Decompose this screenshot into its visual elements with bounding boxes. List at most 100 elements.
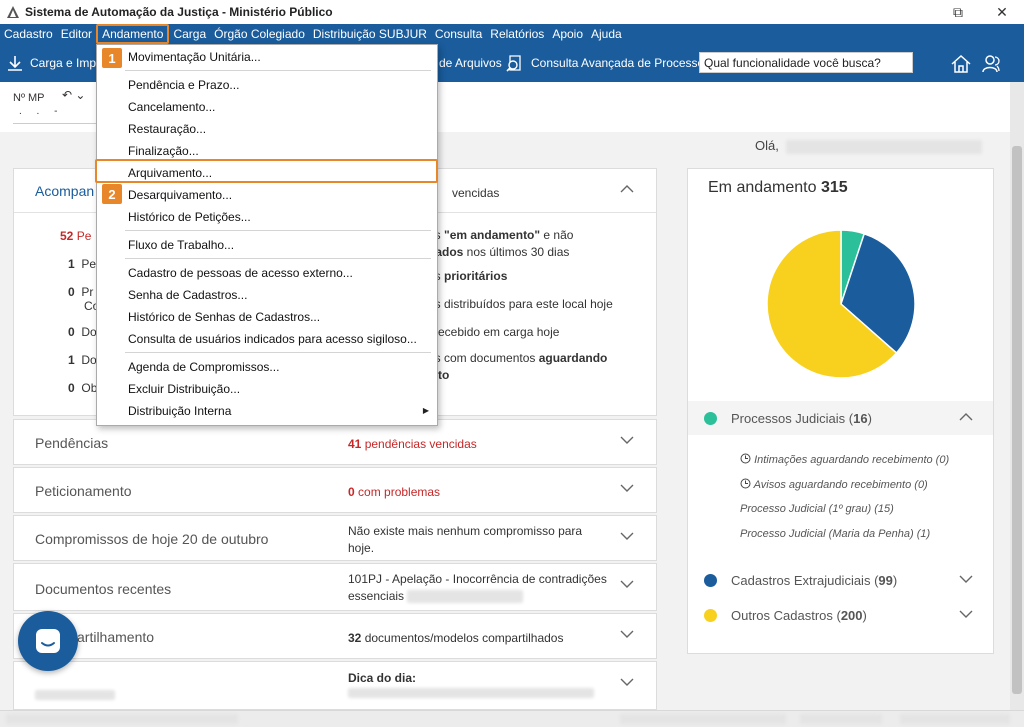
dica-do-dia-card[interactable]: Dica do dia: — [13, 661, 657, 710]
menu-relatorios[interactable]: Relatórios — [490, 27, 545, 41]
arquivos-button[interactable]: de Arquivos — [439, 44, 502, 82]
chevron-down-icon[interactable] — [620, 578, 634, 592]
acompanhamento-row[interactable]: 52 Pe — [60, 229, 92, 243]
em-andamento-pie-chart — [766, 229, 916, 379]
group-label: Processos Judiciais (16) — [731, 410, 872, 426]
chat-button[interactable] — [18, 611, 78, 671]
pie-slice-outros-cadastros — [766, 229, 898, 379]
documentos-recentes-title: Documentos recentes — [35, 581, 172, 597]
menu-bar: Cadastro Editor Andamento Carga Órgão Co… — [0, 24, 1024, 44]
chevron-down-icon[interactable] — [620, 482, 634, 496]
menu-distribuicao-subjur[interactable]: Distribuição SUBJUR — [312, 27, 427, 41]
menu-item-senha-cadastros[interactable]: Senha de Cadastros... — [128, 288, 248, 302]
acompanhamento-info: o recebido em carga hoje — [424, 325, 560, 339]
acompanhamento-title: Acompan — [35, 183, 95, 199]
em-andamento-panel: Em andamento 315 Processos Judiciais (16… — [687, 168, 994, 654]
acompanhamento-row[interactable]: 0 Pr Co — [68, 285, 100, 313]
search-document-icon — [506, 55, 521, 72]
chevron-down-icon[interactable] — [620, 628, 634, 642]
menu-andamento[interactable]: Andamento — [96, 24, 170, 44]
chevron-up-icon[interactable] — [959, 411, 973, 425]
arquivamento-highlight — [95, 159, 438, 183]
menu-item-fluxo-de-trabalho[interactable]: Fluxo de Trabalho... — [128, 238, 235, 252]
documentos-recentes-card[interactable]: Documentos recentes 101PJ - Apelação - I… — [13, 563, 657, 611]
compromissos-card[interactable]: Compromissos de hoje 20 de outubro Não e… — [13, 515, 657, 561]
clock-icon — [740, 478, 751, 489]
step-badge-1: 1 — [102, 48, 122, 68]
menu-item-historico-peticoes[interactable]: Histórico de Petições... — [128, 210, 251, 224]
consulta-avancada-label: Consulta Avançada de Processos — [531, 56, 711, 70]
menu-orgao-colegiado[interactable]: Órgão Colegiado — [214, 27, 305, 41]
acompanhamento-row[interactable]: 0 Do — [68, 325, 97, 339]
arquivos-label: de Arquivos — [439, 56, 502, 70]
menu-item-consulta-acesso-sigiloso[interactable]: Consulta de usuários indicados para aces… — [128, 332, 417, 346]
peticionamento-info: 0 com problemas — [348, 485, 441, 499]
group-label: Cadastros Extrajudiciais (99) — [731, 572, 898, 588]
menu-item-movimentacao-unitaria[interactable]: Movimentação Unitária... — [128, 50, 261, 64]
menu-item-historico-senhas[interactable]: Histórico de Senhas de Cadastros... — [128, 310, 321, 324]
carga-button[interactable]: Carga e Impo — [6, 44, 103, 82]
chevron-down-icon[interactable] — [620, 676, 634, 690]
greeting: Olá, — [755, 138, 983, 154]
menu-consulta[interactable]: Consulta — [434, 27, 483, 41]
menu-cadastro[interactable]: Cadastro — [4, 27, 53, 41]
compartilhamento-card[interactable]: artilhamento 32 documentos/modelos compa… — [13, 613, 657, 659]
consulta-avancada-button[interactable]: Consulta Avançada de Processos — [505, 44, 710, 82]
app-logo-icon — [3, 2, 23, 22]
menu-apoio[interactable]: Apoio — [552, 27, 584, 41]
functionality-search-input[interactable]: Qual funcionalidade você busca? — [699, 52, 913, 73]
subitem-intimacoes[interactable]: Intimações aguardando recebimento (0) — [740, 453, 949, 466]
acompanhamento-row[interactable]: 1 Pe — [68, 257, 97, 271]
home-icon[interactable] — [949, 52, 973, 76]
menu-carga[interactable]: Carga — [173, 27, 207, 41]
subitem-avisos[interactable]: Avisos aguardando recebimento (0) — [740, 478, 928, 491]
dica-do-dia-label: Dica do dia: — [348, 671, 417, 685]
nmp-input[interactable]: . . - — [13, 106, 103, 124]
acompanhamento-header[interactable]: Acompan vencidas — [14, 169, 656, 213]
acompanhamento-row[interactable]: 1 Do — [68, 353, 97, 367]
scrollbar-thumb[interactable] — [1012, 146, 1022, 694]
menu-ajuda[interactable]: Ajuda — [591, 27, 622, 41]
subitem-processo-1-grau[interactable]: Processo Judicial (1º grau) (15) — [740, 503, 894, 515]
legend-dot-blue — [704, 573, 717, 587]
pie-slice-cadastros-extrajudiciais — [840, 232, 916, 355]
menu-item-desarquivamento[interactable]: Desarquivamento... — [128, 188, 233, 202]
menu-item-pendencia-e-prazo[interactable]: Pendência e Prazo... — [128, 78, 240, 92]
vertical-scrollbar[interactable] — [1010, 82, 1024, 710]
chevron-down-icon[interactable] — [620, 530, 634, 544]
chevron-up-icon[interactable] — [620, 183, 634, 197]
menu-item-agenda-compromissos[interactable]: Agenda de Compromissos... — [128, 360, 280, 374]
menu-item-distribuicao-interna[interactable]: Distribuição Interna — [128, 404, 232, 418]
documentos-recentes-info[interactable]: 101PJ - Apelação - Inocorrência de contr… — [348, 572, 607, 604]
nmp-label: Nº MP — [13, 92, 45, 104]
history-back-icon[interactable]: ↶ ⌄ — [62, 88, 86, 102]
group-outros-cadastros[interactable]: Outros Cadastros (200) — [688, 598, 993, 632]
pendencias-title: Pendências — [35, 435, 109, 451]
peticionamento-card[interactable]: Peticionamento 0 com problemas — [13, 467, 657, 513]
download-icon — [8, 56, 22, 71]
restore-button[interactable]: ⧉ — [953, 3, 963, 20]
chat-icon — [36, 629, 60, 653]
menu-separator — [125, 230, 431, 231]
menu-item-cancelamento[interactable]: Cancelamento... — [128, 100, 216, 114]
acompanhamento-row[interactable]: 0 Ob — [68, 381, 98, 395]
menu-item-arquivamento[interactable]: Arquivamento... — [128, 166, 213, 180]
menu-separator — [125, 70, 431, 71]
compartilhamento-title: artilhamento — [77, 629, 155, 645]
menu-item-cadastro-acesso-externo[interactable]: Cadastro de pessoas de acesso externo... — [128, 266, 353, 280]
menu-item-excluir-distribuicao[interactable]: Excluir Distribuição... — [128, 382, 241, 396]
group-cadastros-extrajudiciais[interactable]: Cadastros Extrajudiciais (99) — [688, 563, 993, 597]
users-icon[interactable] — [980, 52, 1004, 76]
subitem-processo-maria-da-penha[interactable]: Processo Judicial (Maria da Penha) (1) — [740, 528, 931, 540]
submenu-arrow-icon: ▶ — [422, 406, 429, 415]
chevron-down-icon[interactable] — [959, 608, 973, 622]
em-andamento-title: Em andamento 315 — [708, 179, 848, 196]
pendencias-card[interactable]: Pendências 41 pendências vencidas — [13, 419, 657, 465]
menu-item-finalizacao[interactable]: Finalização... — [128, 144, 199, 158]
chevron-down-icon[interactable] — [959, 573, 973, 587]
close-button[interactable]: ✕ — [996, 3, 1008, 20]
chevron-down-icon[interactable] — [620, 434, 634, 448]
menu-editor[interactable]: Editor — [60, 27, 93, 41]
menu-item-restauracao[interactable]: Restauração... — [128, 122, 207, 136]
group-processos-judiciais[interactable]: Processos Judiciais (16) — [688, 401, 993, 435]
